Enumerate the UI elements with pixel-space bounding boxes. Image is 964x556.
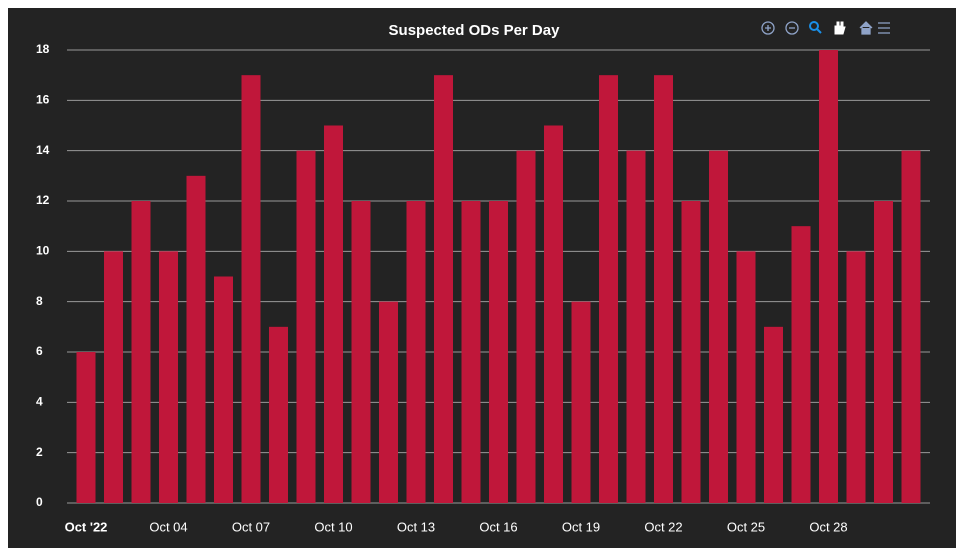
bar [819, 50, 838, 503]
bar [131, 201, 151, 503]
y-tick-label: 6 [36, 344, 43, 358]
bar [489, 201, 508, 503]
bar [764, 326, 783, 503]
bar [571, 301, 591, 503]
x-tick-label: Oct 07 [232, 519, 270, 534]
x-tick-label: Oct 19 [562, 519, 600, 534]
bar [681, 201, 701, 503]
bar [461, 201, 481, 503]
bar [874, 201, 893, 503]
bar [269, 326, 288, 503]
y-tick-label: 12 [36, 193, 50, 207]
toolbar[interactable] [761, 21, 890, 35]
chart-title: Suspected ODs Per Day [389, 22, 561, 39]
bar [709, 150, 728, 503]
bar [599, 75, 618, 504]
zoom-out-button[interactable] [785, 21, 799, 35]
x-tick-label: Oct 13 [397, 519, 435, 534]
bar [159, 251, 178, 503]
y-tick-label: 18 [36, 42, 50, 56]
zoom-select-button[interactable] [809, 21, 822, 34]
x-tick-label: Oct 22 [644, 519, 682, 534]
bar [76, 352, 96, 503]
bar [516, 150, 536, 503]
reset-button[interactable] [859, 21, 873, 35]
x-tick-label: Oct 10 [314, 519, 352, 534]
bar [406, 201, 426, 503]
bar [626, 150, 646, 503]
bar [379, 301, 398, 503]
y-tick-label: 2 [36, 445, 43, 459]
x-tick-label: Oct '22 [65, 519, 108, 534]
x-tick-label: Oct 04 [149, 519, 187, 534]
bar [296, 150, 316, 503]
bar [791, 226, 811, 503]
x-tick-label: Oct 25 [727, 519, 765, 534]
y-tick-label: 8 [36, 294, 43, 308]
y-tick-label: 14 [36, 143, 50, 157]
y-tick-label: 0 [36, 495, 43, 509]
bar [544, 125, 563, 503]
bar [901, 150, 921, 503]
y-tick-label: 4 [36, 395, 43, 409]
y-tick-label: 16 [36, 93, 50, 107]
y-tick-label: 10 [36, 244, 50, 258]
bar [736, 251, 756, 503]
bar [846, 251, 866, 503]
bar [186, 175, 206, 504]
bar [351, 201, 371, 503]
zoom-in-button[interactable] [761, 21, 775, 35]
pan-button[interactable] [834, 21, 846, 35]
bar [324, 125, 343, 503]
bar [214, 276, 233, 503]
x-tick-label: Oct 16 [479, 519, 517, 534]
bar [104, 251, 123, 503]
bar [241, 75, 261, 504]
bar [434, 75, 453, 504]
bar [654, 75, 673, 504]
menu-button[interactable] [878, 22, 890, 34]
x-tick-label: Oct 28 [809, 519, 847, 534]
